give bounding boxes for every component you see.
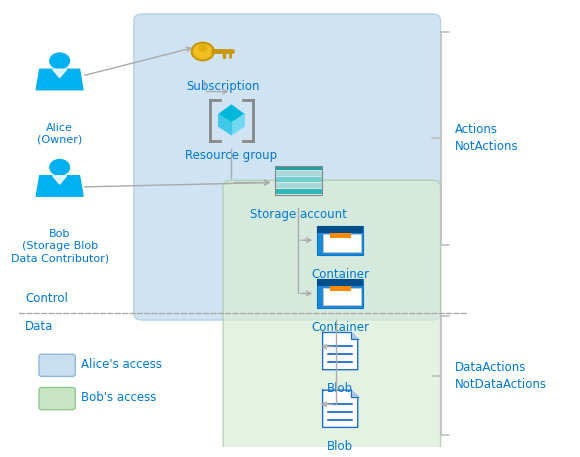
Text: Control: Control: [25, 292, 68, 304]
Text: Actions
NotActions: Actions NotActions: [455, 123, 518, 153]
FancyBboxPatch shape: [39, 388, 75, 409]
FancyBboxPatch shape: [317, 226, 364, 255]
Polygon shape: [231, 114, 244, 135]
Text: Data: Data: [25, 320, 53, 333]
FancyBboxPatch shape: [275, 189, 322, 194]
FancyBboxPatch shape: [323, 234, 361, 252]
Polygon shape: [351, 390, 358, 397]
FancyBboxPatch shape: [223, 180, 441, 453]
Polygon shape: [322, 390, 358, 427]
Text: Blob: Blob: [327, 440, 353, 453]
FancyBboxPatch shape: [329, 233, 351, 238]
FancyBboxPatch shape: [275, 177, 322, 182]
Polygon shape: [219, 114, 231, 135]
Text: DataActions
NotDataActions: DataActions NotDataActions: [455, 361, 546, 390]
Circle shape: [192, 43, 214, 60]
Polygon shape: [53, 176, 67, 184]
Text: Resource group: Resource group: [186, 149, 277, 162]
FancyBboxPatch shape: [275, 170, 322, 176]
FancyBboxPatch shape: [134, 14, 441, 320]
Text: Alice
(Owner): Alice (Owner): [37, 122, 82, 145]
FancyBboxPatch shape: [275, 183, 322, 188]
Text: Blob: Blob: [327, 382, 353, 395]
Text: Subscription: Subscription: [186, 80, 260, 92]
FancyBboxPatch shape: [317, 279, 364, 286]
FancyBboxPatch shape: [275, 166, 322, 170]
FancyBboxPatch shape: [39, 354, 75, 377]
Circle shape: [50, 159, 70, 175]
Circle shape: [199, 45, 206, 51]
Polygon shape: [36, 69, 83, 90]
Text: Container: Container: [311, 321, 369, 334]
FancyBboxPatch shape: [323, 287, 361, 305]
Polygon shape: [36, 176, 83, 196]
FancyBboxPatch shape: [317, 226, 364, 233]
Text: Bob's access: Bob's access: [81, 391, 156, 404]
Text: Alice's access: Alice's access: [81, 358, 162, 371]
Polygon shape: [322, 332, 358, 370]
Circle shape: [50, 53, 70, 69]
Text: Bob
(Storage Blob
Data Contributor): Bob (Storage Blob Data Contributor): [10, 229, 108, 264]
Polygon shape: [219, 105, 244, 123]
Polygon shape: [351, 332, 358, 339]
FancyBboxPatch shape: [317, 279, 364, 308]
FancyBboxPatch shape: [329, 286, 351, 292]
Polygon shape: [53, 69, 67, 78]
Text: Container: Container: [311, 268, 369, 281]
Text: Storage account: Storage account: [250, 208, 347, 221]
